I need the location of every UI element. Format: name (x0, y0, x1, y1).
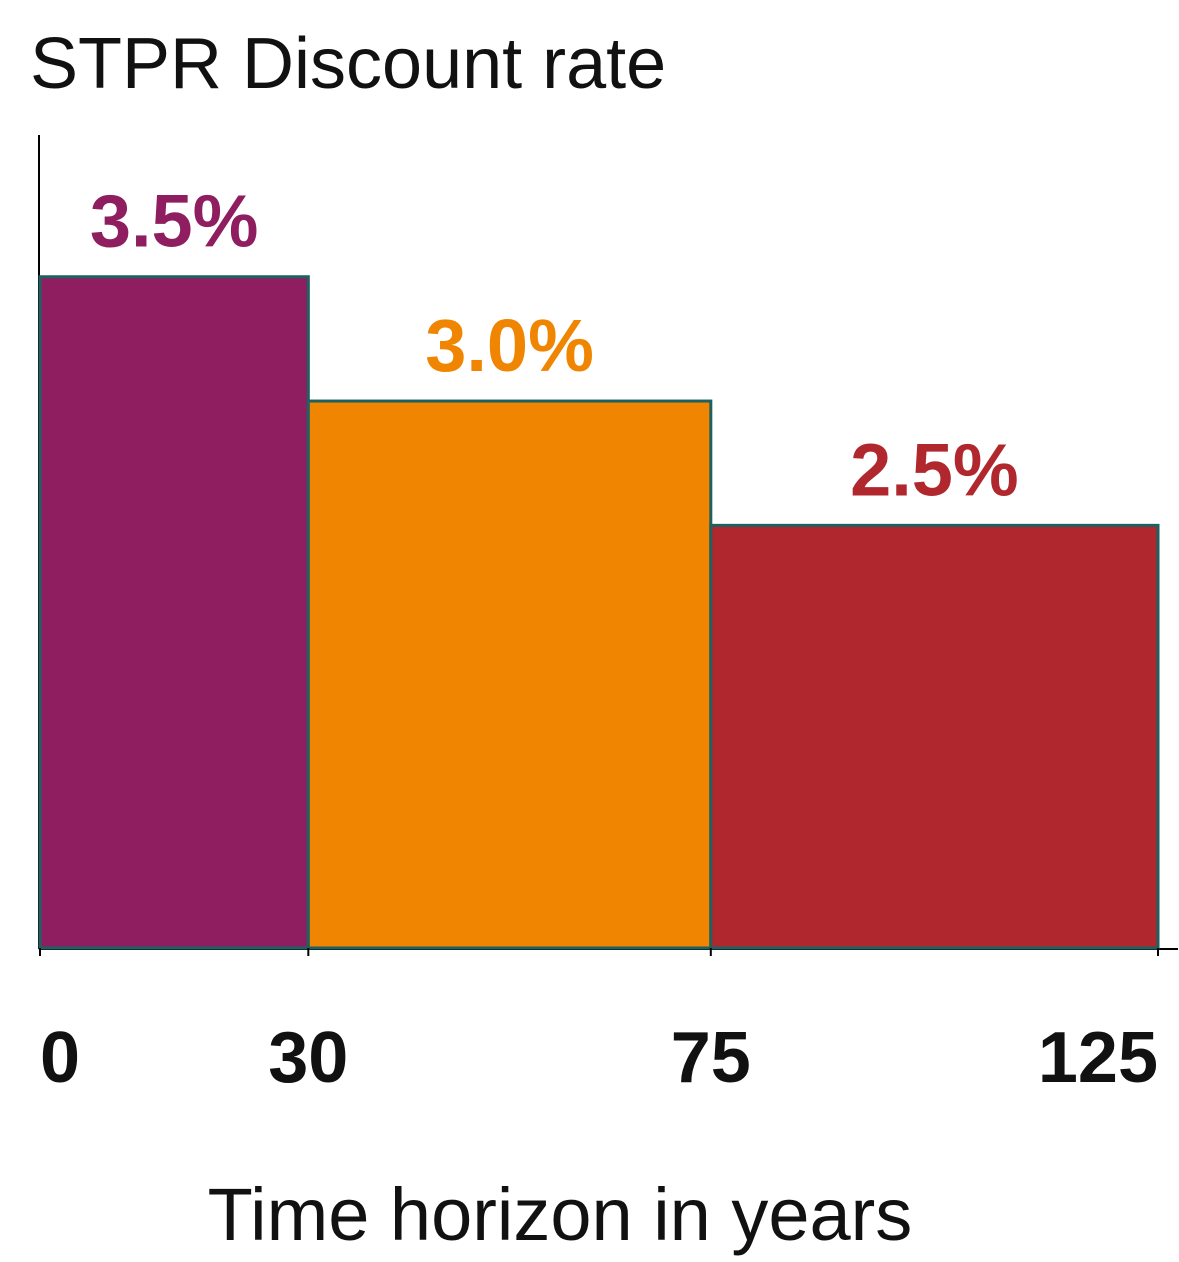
x-tick-label: 0 (40, 1018, 80, 1098)
x-tick-label: 75 (671, 1018, 751, 1098)
bar (306, 399, 713, 950)
value-label: 3.0% (425, 304, 594, 387)
bar (709, 523, 1160, 950)
chart-title: STPR Discount rate (30, 24, 666, 104)
value-label: 2.5% (850, 428, 1019, 511)
bar (38, 275, 310, 950)
x-axis-label: Time horizon in years (208, 1173, 913, 1256)
x-tick-label: 125 (1038, 1018, 1158, 1098)
x-tick-label: 30 (268, 1018, 348, 1098)
value-label: 3.5% (90, 180, 259, 263)
